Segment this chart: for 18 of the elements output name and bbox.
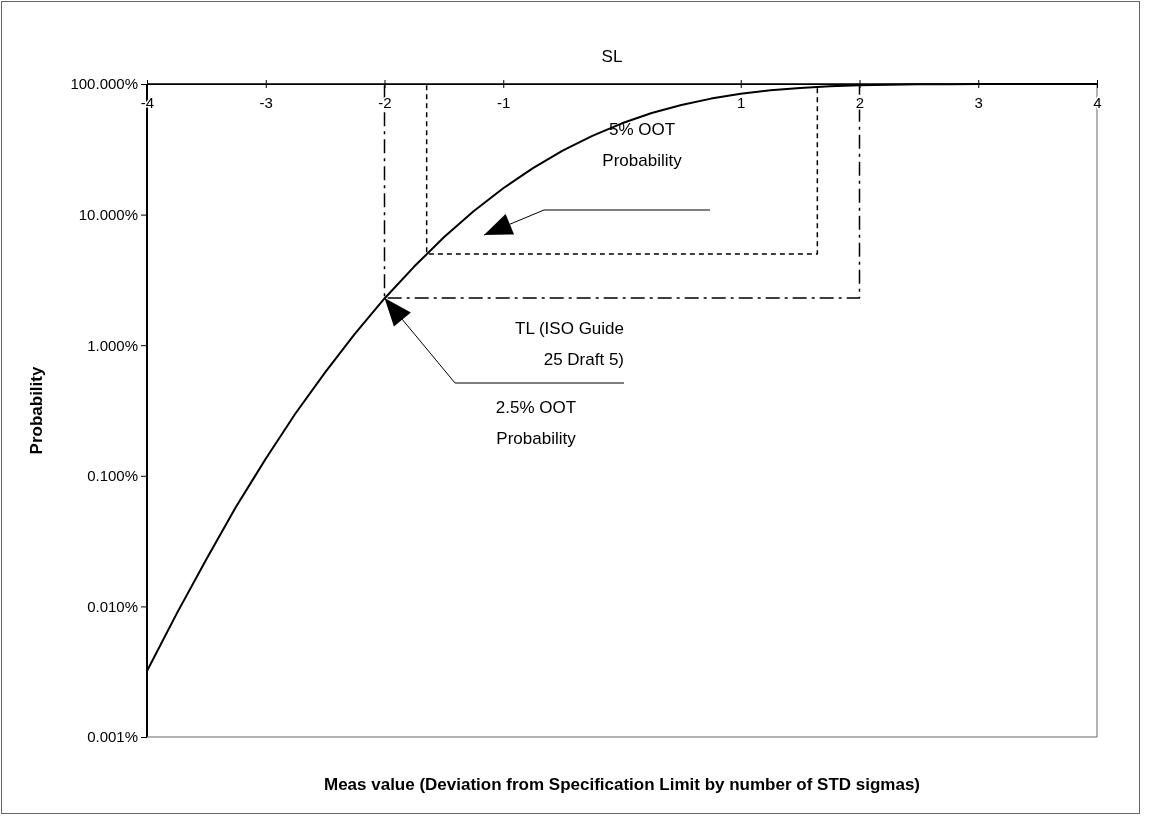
annotation: TL (ISO Guide 25 Draft 5)	[515, 319, 624, 369]
x-tick-label: 4	[1093, 93, 1102, 111]
x-tick-label: 1	[737, 93, 746, 111]
y-tick-label: 0.100%	[87, 467, 138, 485]
x-tick-label: 2	[855, 93, 865, 111]
y-tick-label: 10.000%	[78, 205, 138, 223]
x-tick-label: -3	[259, 93, 273, 111]
x-axis-title: Meas value (Deviation from Specification Limit by number of STD sigmas)	[323, 775, 921, 794]
y-axis-title: Probability	[27, 366, 46, 455]
y-tick-label: 1.000%	[87, 336, 138, 354]
y-tick-label: 0.010%	[87, 597, 138, 615]
text: SL	[601, 47, 623, 66]
y-tick-label: 100.000%	[70, 75, 138, 93]
x-tick-label: 3	[974, 93, 983, 111]
annotation: 2.5% OOT Probability	[495, 398, 577, 448]
x-tick-label: -1	[497, 93, 511, 111]
x-tick-label: -2	[378, 93, 392, 111]
y-tick-label: 0.001%	[87, 728, 138, 746]
